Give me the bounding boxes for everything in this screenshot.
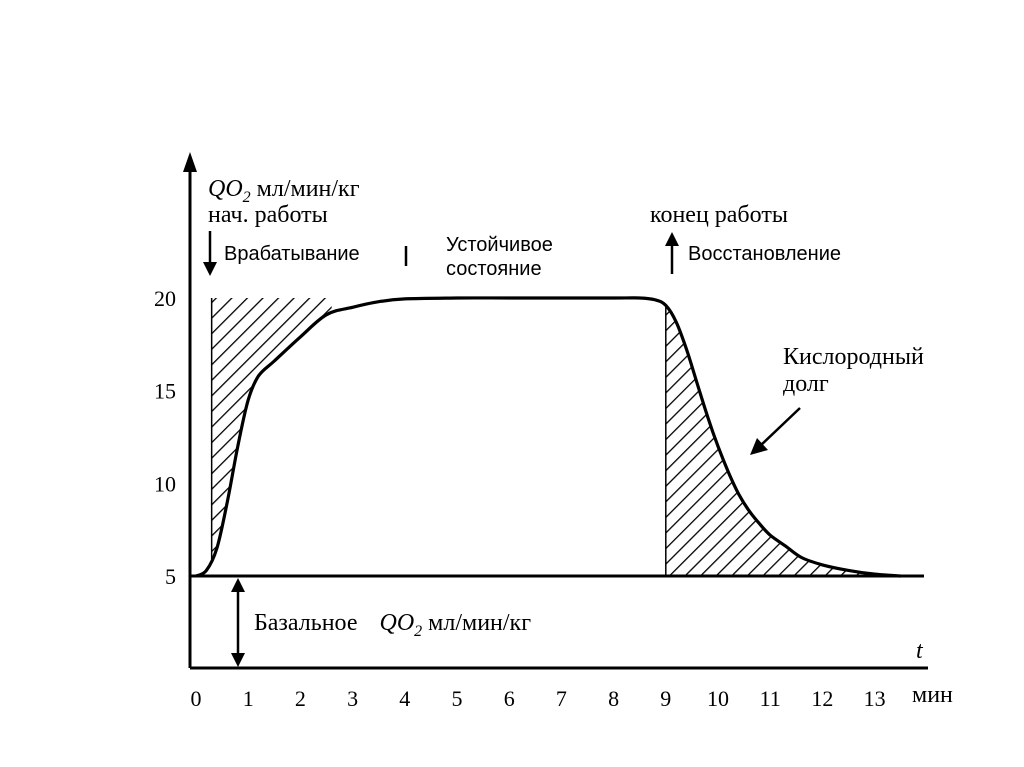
- y-axis-arrow: [183, 152, 197, 172]
- qo2-curve: [195, 296, 901, 578]
- oxygen-deficit-hatch: [211, 298, 332, 560]
- x-tick-label: 2: [295, 686, 306, 711]
- x-tick-label: 4: [399, 686, 410, 711]
- x-tick-label: 12: [811, 686, 833, 711]
- debt-label-2: долг: [783, 371, 829, 397]
- x-tick-label: 3: [347, 686, 358, 711]
- x-variable-label: t: [916, 638, 924, 664]
- y-tick-label: 15: [154, 379, 176, 404]
- debt-label-1: Кислородный: [783, 344, 924, 370]
- x-tick-label: 1: [243, 686, 254, 711]
- basal-label: Базальное QO2 мл/мин/кг: [254, 610, 531, 640]
- x-tick-label: 13: [864, 686, 886, 711]
- x-unit-label: мин: [912, 682, 953, 708]
- start-work-label: нач. работы: [208, 202, 328, 228]
- debt-pointer-arrow-icon: [750, 438, 768, 455]
- recovery-label: Восстановление: [688, 243, 841, 265]
- steady-label-1: Устойчивое: [446, 234, 553, 256]
- debt-pointer-line: [759, 407, 801, 447]
- end-work-label: конец работы: [650, 202, 788, 228]
- up-arrow-icon: [665, 232, 679, 246]
- oxygen-debt-hatch: [665, 305, 875, 576]
- y-tick-label: 20: [154, 286, 176, 311]
- x-tick-label: 5: [452, 686, 463, 711]
- x-tick-label: 7: [556, 686, 567, 711]
- basal-down-arrow-icon: [231, 653, 245, 667]
- ylabel-qo: QO2 мл/мин/кг: [208, 176, 360, 206]
- basal-up-arrow-icon: [231, 578, 245, 592]
- x-tick-label: 8: [608, 686, 619, 711]
- x-tick-label: 0: [191, 686, 202, 711]
- x-tick-label: 10: [707, 686, 729, 711]
- hatched-regions: [210, 298, 875, 576]
- down-arrow-icon: [203, 262, 217, 276]
- steady-label-2: состояние: [446, 258, 542, 280]
- y-tick-label: 5: [165, 564, 176, 589]
- x-tick-label: 6: [504, 686, 515, 711]
- warmup-label: Врабатывание: [224, 243, 360, 265]
- y-tick-label: 10: [154, 471, 176, 496]
- x-tick-label: 11: [760, 686, 781, 711]
- x-tick-label: 9: [660, 686, 671, 711]
